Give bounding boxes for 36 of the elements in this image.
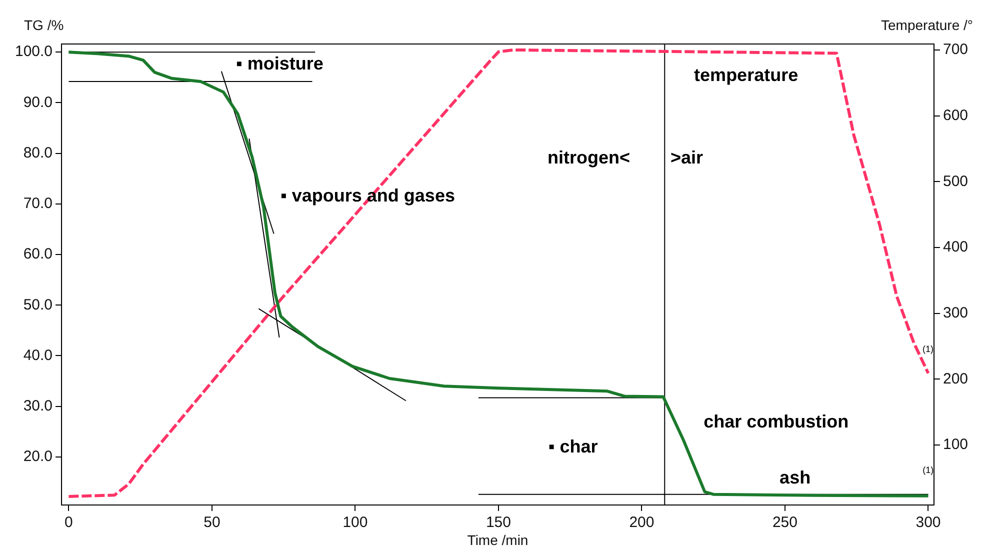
x-tick-label: 150: [486, 514, 511, 532]
y2-tick-label: 200: [942, 370, 968, 388]
y-tick-label: 80.0: [23, 144, 53, 162]
y2-tick-label: 400: [942, 238, 968, 256]
x-tick-label: 100: [342, 514, 368, 532]
y2-tick-label: 100: [942, 436, 968, 454]
y-tick-label: 100.0: [14, 43, 53, 60]
annotation: (1): [922, 464, 934, 475]
y2-axis-title: Temperature /°: [881, 17, 973, 33]
y-tick-label: 20.0: [23, 448, 53, 466]
annotation: ash: [780, 468, 811, 488]
y2-tick-label: 500: [942, 172, 968, 190]
y-tick-label: 30.0: [23, 397, 53, 414]
x-tick-label: 250: [772, 514, 798, 532]
x-tick-label: 0: [64, 514, 73, 532]
y-tick-label: 60.0: [23, 246, 53, 263]
y-axis-title: TG /%: [24, 17, 64, 33]
annotation: (1): [922, 344, 934, 354]
x-axis-title: Time /min: [467, 532, 528, 548]
annotation: >air: [670, 147, 704, 168]
y2-tick-label: 300: [942, 304, 968, 322]
annotation: char combustion: [704, 411, 849, 432]
x-tick-label: 300: [916, 514, 941, 532]
annotation: ▪ moisture: [236, 54, 324, 74]
y-tick-label: 90.0: [23, 94, 53, 111]
annotation: ▪ vapours and gases: [280, 186, 455, 206]
y-tick-label: 50.0: [23, 296, 53, 314]
y2-tick-label: 700: [942, 41, 968, 58]
annotation: ▪ char: [548, 436, 598, 456]
y-tick-label: 40.0: [23, 346, 53, 364]
x-tick-label: 200: [629, 514, 654, 532]
annotation: temperature: [694, 65, 798, 86]
annotation: nitrogen<: [547, 147, 630, 168]
y-tick-label: 70.0: [23, 195, 53, 212]
y2-tick-label: 600: [942, 106, 968, 124]
x-tick-label: 50: [204, 514, 220, 532]
